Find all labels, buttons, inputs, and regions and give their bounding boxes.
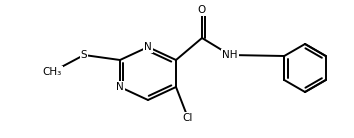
Text: NH: NH bbox=[222, 50, 238, 60]
Text: N: N bbox=[116, 82, 124, 92]
Text: Cl: Cl bbox=[183, 113, 193, 123]
Text: O: O bbox=[198, 5, 206, 15]
Text: S: S bbox=[81, 50, 87, 60]
Text: N: N bbox=[144, 42, 152, 52]
Text: CH₃: CH₃ bbox=[42, 67, 62, 77]
